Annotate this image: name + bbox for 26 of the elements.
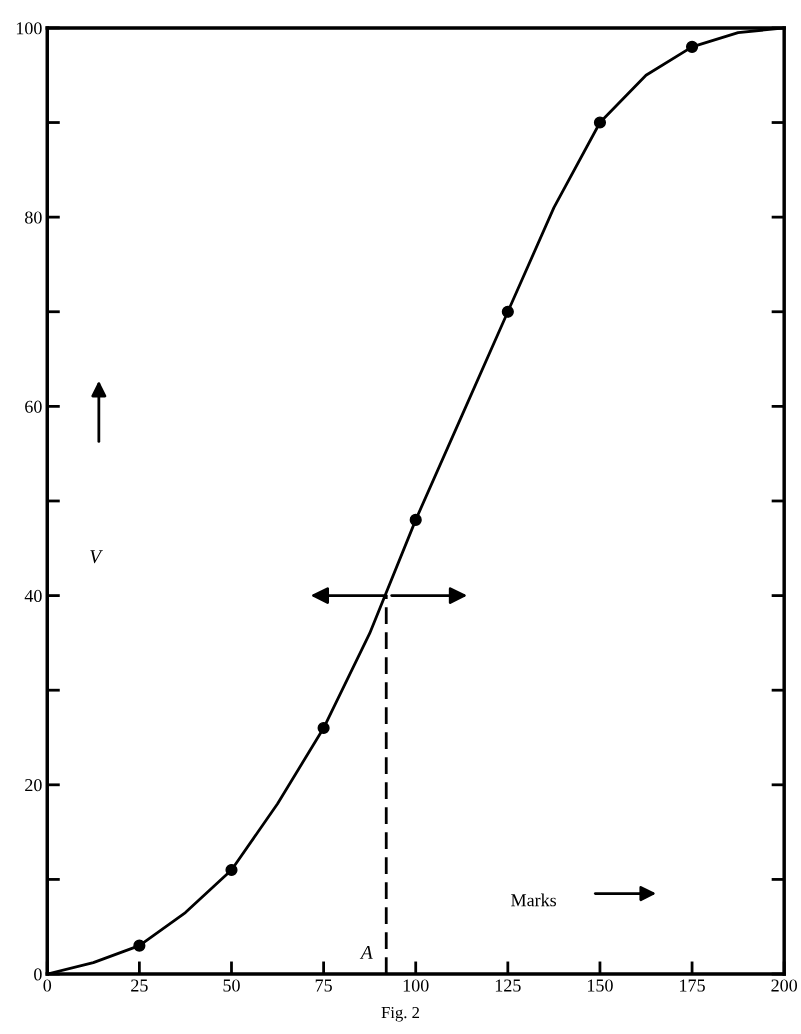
- y-tick-label: 0: [34, 968, 42, 981]
- x-tick-label: 0: [43, 979, 52, 992]
- point: [409, 513, 422, 526]
- point: [225, 863, 238, 877]
- y-axis-title: V: [90, 550, 103, 564]
- x-tick-label: 175: [680, 979, 705, 992]
- point: [685, 40, 699, 53]
- y-tick-label: 60: [25, 400, 42, 413]
- point: [593, 116, 607, 129]
- x-tick-label: 100: [403, 979, 429, 992]
- x-tick-label: 25: [131, 979, 148, 992]
- x-tick-label: 75: [315, 979, 332, 992]
- y-tick-label: 40: [24, 589, 42, 603]
- y-tick-label: 80: [25, 211, 42, 224]
- y-tick-label: 20: [25, 779, 42, 792]
- point: [317, 721, 330, 735]
- x-axis-title: Marks: [511, 893, 557, 907]
- x-tick-label: 200: [771, 979, 798, 992]
- x-tick-label: 150: [588, 979, 613, 992]
- point: [501, 305, 514, 318]
- y-tick-label: 100: [16, 22, 42, 35]
- caption: Fig. 2: [381, 1006, 420, 1022]
- x-tick-label: 50: [223, 979, 240, 992]
- point: [133, 939, 146, 952]
- x-tick-label: 125: [495, 979, 521, 992]
- annotation: A: [359, 945, 373, 959]
